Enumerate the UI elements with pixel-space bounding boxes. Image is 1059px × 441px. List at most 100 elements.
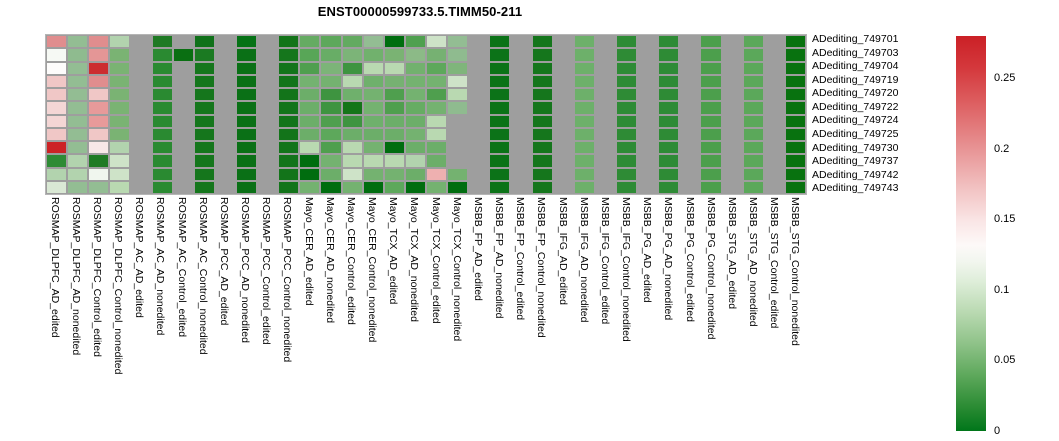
heatmap-cell (362, 35, 384, 49)
heatmap-cell (468, 101, 490, 115)
heatmap-cell (278, 88, 300, 102)
heatmap-cell (362, 114, 384, 128)
heatmap-cell (320, 74, 342, 88)
heatmap-cell (531, 114, 553, 128)
heatmap-cell (742, 127, 764, 141)
column-label: MSBB_PG_AD_nonedited (662, 197, 675, 321)
heatmap-cell (468, 61, 490, 75)
heatmap-cell (552, 180, 574, 194)
heatmap-cell (425, 101, 448, 115)
heatmap-cell (468, 180, 490, 194)
heatmap-cell (299, 127, 321, 141)
heatmap-cell (320, 88, 342, 102)
heatmap-cell (700, 127, 722, 141)
heatmap-cell (573, 88, 595, 102)
heatmap-cell (341, 154, 363, 168)
heatmap-cell (362, 127, 384, 141)
heatmap-cell (67, 167, 89, 181)
heatmap-cell (447, 74, 469, 88)
heatmap-cell (531, 154, 553, 168)
heatmap-cell (700, 101, 722, 115)
heatmap-cell (721, 61, 743, 75)
heatmap-cell (341, 35, 363, 49)
heatmap-cell (67, 35, 89, 49)
heatmap-cell (573, 167, 595, 181)
heatmap-cell (46, 48, 68, 62)
heatmap-cell (235, 74, 258, 88)
heatmap-cell (742, 180, 764, 194)
heatmap-cell (383, 88, 405, 102)
heatmap-cell (658, 180, 680, 194)
heatmap-cell (468, 74, 490, 88)
column-label: ROSMAP_PCC_Control_edited (260, 197, 273, 345)
heatmap-cell (531, 74, 553, 88)
heatmap-cell (615, 74, 638, 88)
heatmap-cell (594, 114, 616, 128)
column-label: ROSMAP_AC_Control_edited (175, 197, 188, 338)
heatmap-cell (615, 114, 638, 128)
heatmap-cell (658, 48, 680, 62)
heatmap-cell (88, 61, 110, 75)
column-label-axis: ROSMAP_DLPFC_AD_edited ROSMAP_DLPFC_AD_no… (45, 197, 807, 437)
heatmap-cell (489, 35, 511, 49)
heatmap-cell (299, 167, 321, 181)
heatmap-cell (257, 101, 279, 115)
heatmap-cell (214, 88, 236, 102)
heatmap-cell (278, 35, 300, 49)
heatmap-cell (362, 141, 384, 155)
heatmap-cell (742, 167, 764, 181)
heatmap-cell (193, 154, 215, 168)
heatmap-cell (700, 167, 722, 181)
heatmap-cell (552, 74, 574, 88)
heatmap-cell (637, 35, 659, 49)
heatmap-cell (552, 114, 574, 128)
heatmap-cell (383, 180, 405, 194)
row-label: ADediting_749724 (812, 114, 899, 127)
heatmap-cell (489, 48, 511, 62)
heatmap-cell (594, 127, 616, 141)
column-label: Mayo_TCX_Control_nonedited (450, 197, 463, 342)
column-label: Mayo_TCX_AD_nonedited (408, 197, 421, 322)
heatmap-cell (362, 74, 384, 88)
heatmap-cell (383, 74, 405, 88)
heatmap-cell (468, 154, 490, 168)
heatmap-cell (46, 35, 68, 49)
heatmap-cell (109, 88, 131, 102)
heatmap-cell (573, 35, 595, 49)
heatmap-cell (510, 74, 532, 88)
heatmap-cell (784, 127, 806, 141)
heatmap-cell (784, 101, 806, 115)
heatmap-cell (531, 88, 553, 102)
heatmap-cell (341, 48, 363, 62)
heatmap-cell (404, 35, 426, 49)
heatmap-cell (468, 114, 490, 128)
heatmap-cell (742, 74, 764, 88)
heatmap-cell (763, 61, 785, 75)
heatmap-cell (341, 141, 363, 155)
column-label: MSBB_FP_AD_nonedited (493, 197, 506, 319)
heatmap-cell (214, 48, 236, 62)
heatmap-cell (742, 101, 764, 115)
heatmap-cell (552, 154, 574, 168)
heatmap-cell (172, 114, 194, 128)
heatmap-cell (573, 141, 595, 155)
row-label: ADediting_749743 (812, 182, 899, 195)
column-label: ROSMAP_DLPFC_Control_nonedited (112, 197, 125, 375)
heatmap-cell (109, 127, 131, 141)
heatmap-cell (46, 154, 68, 168)
heatmap-cell (404, 61, 426, 75)
heatmap-cell (130, 35, 152, 49)
heatmap-cell (193, 88, 215, 102)
heatmap-cell (637, 154, 659, 168)
heatmap-cell (573, 127, 595, 141)
heatmap-cell (235, 101, 258, 115)
column-label: MSBB_PG_Control_nonedited (704, 197, 717, 340)
row-label: ADediting_749701 (812, 33, 899, 45)
heatmap-cell (594, 74, 616, 88)
heatmap-cell (130, 180, 152, 194)
heatmap-cell (468, 127, 490, 141)
heatmap-cell (235, 114, 258, 128)
row-label: ADediting_749720 (812, 87, 899, 100)
heatmap-cell (214, 167, 236, 181)
heatmap-cell (257, 61, 279, 75)
